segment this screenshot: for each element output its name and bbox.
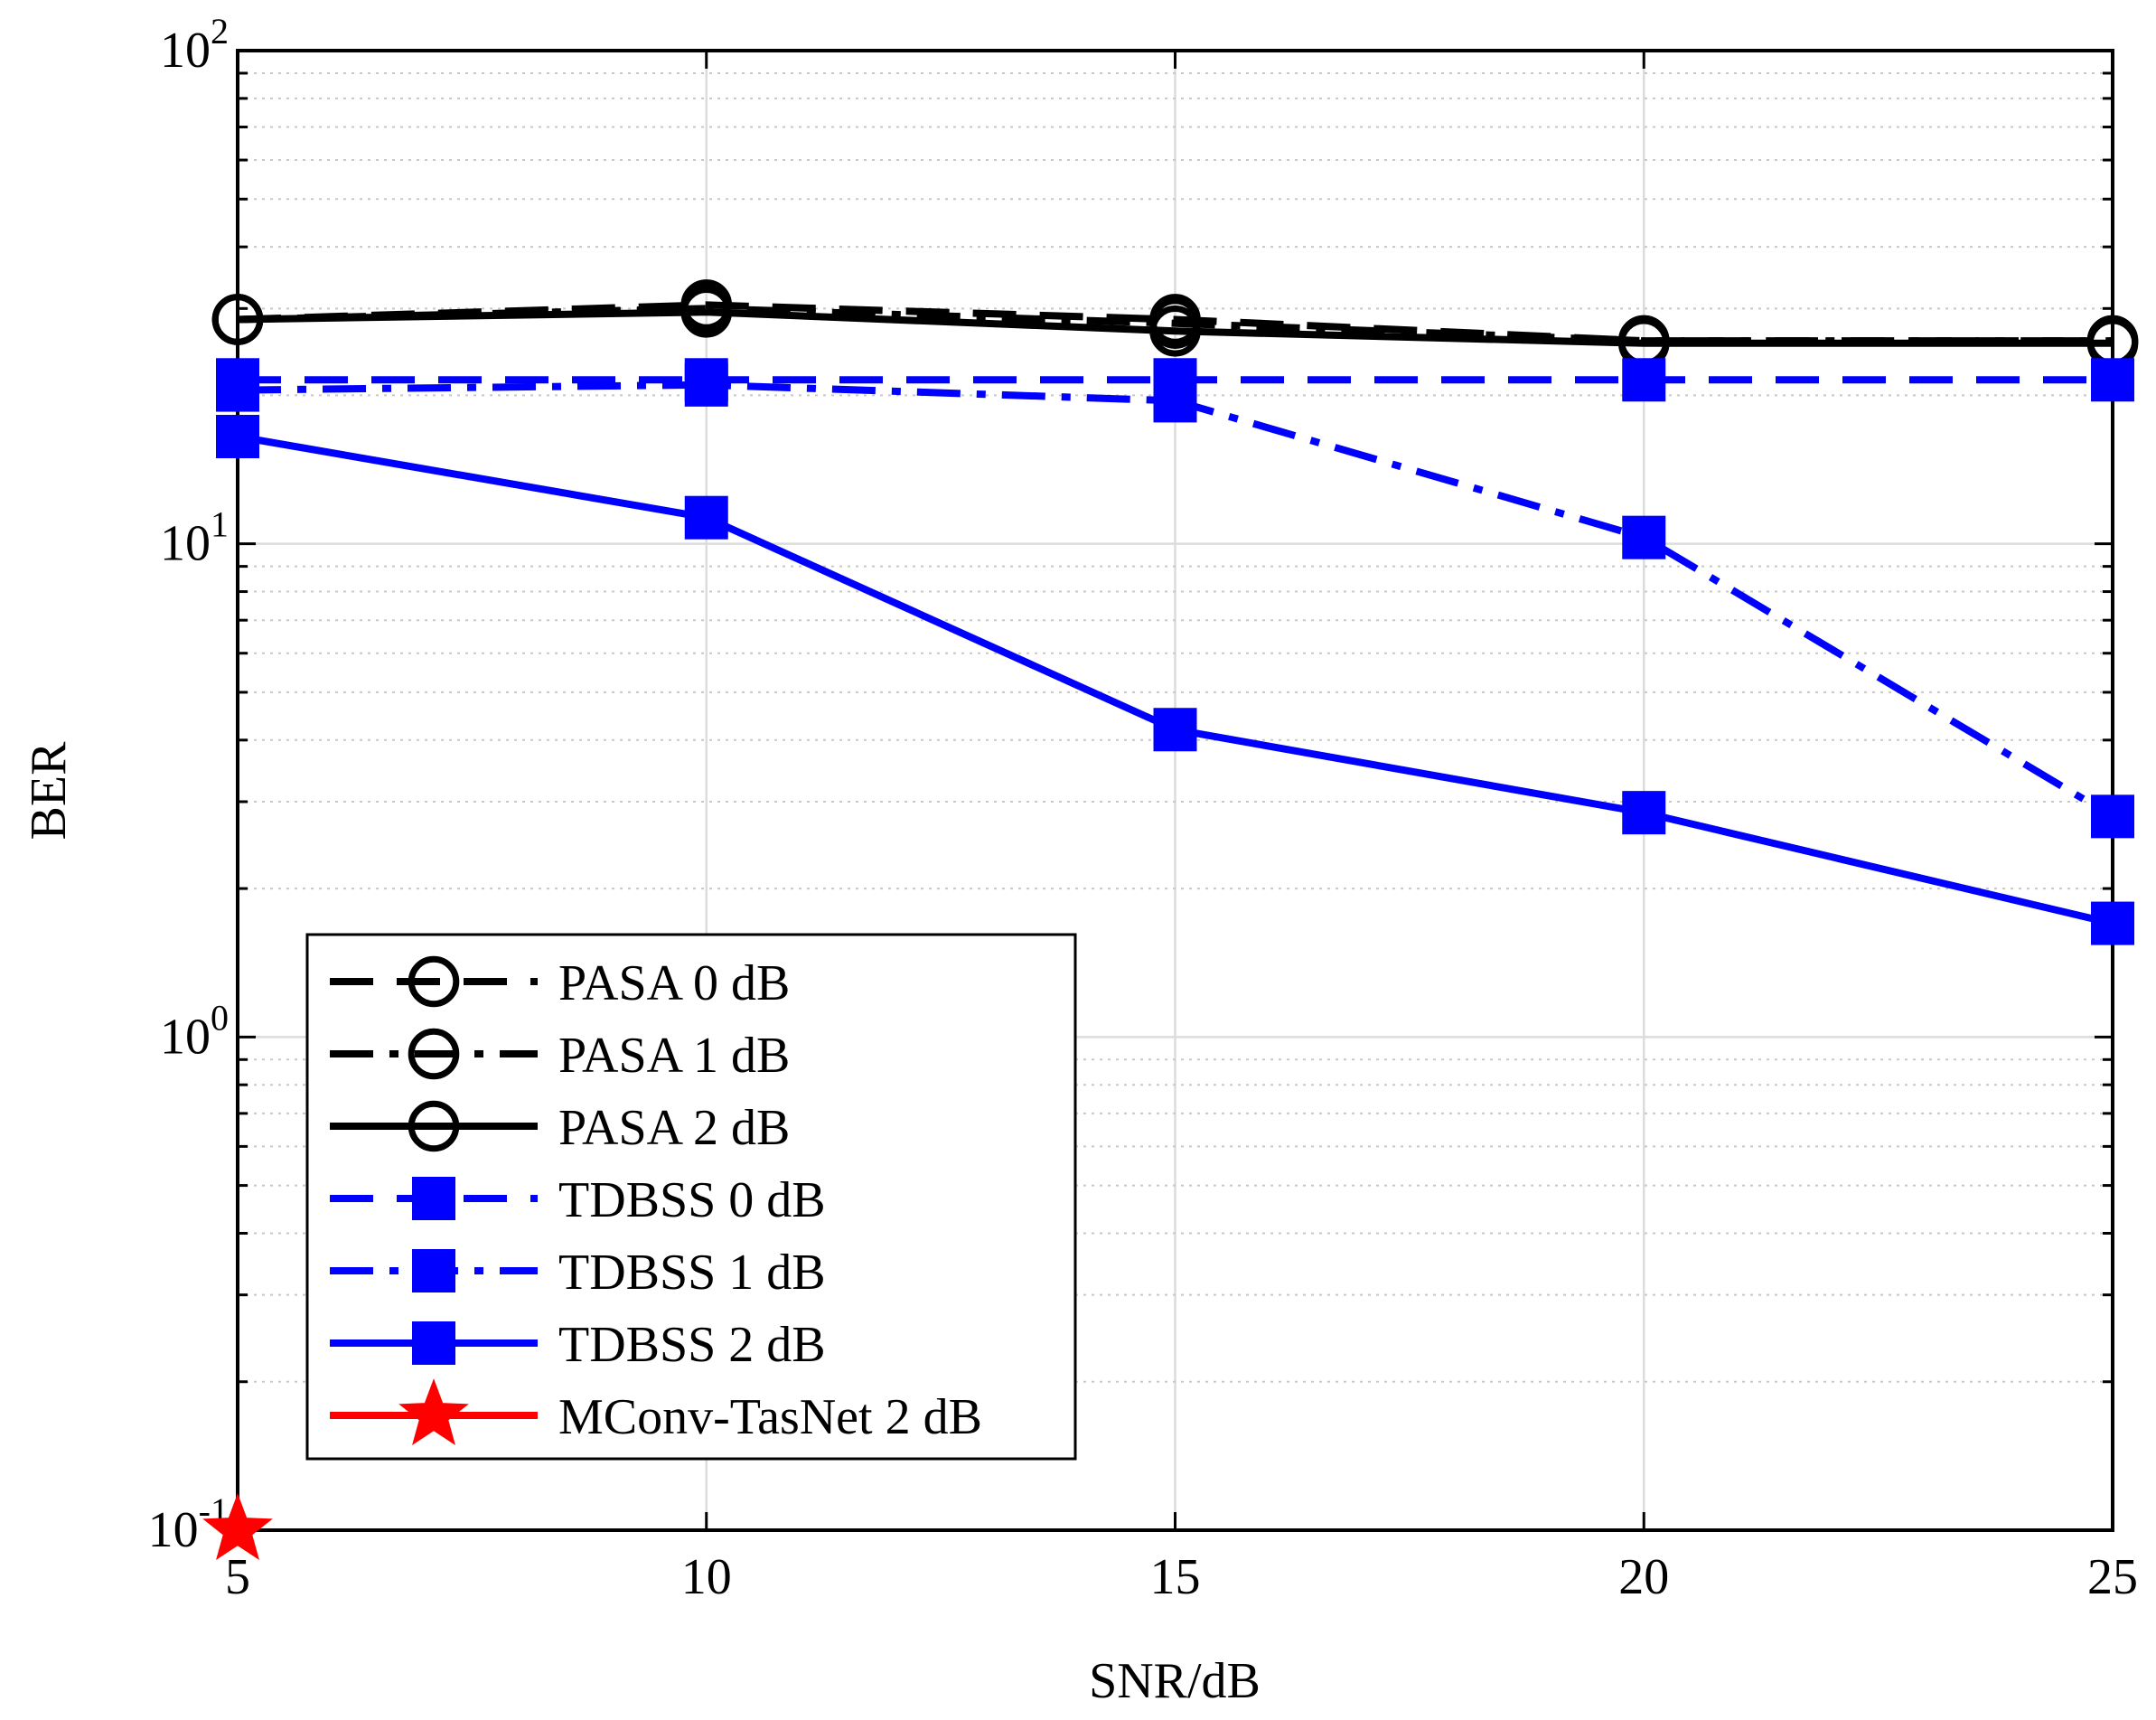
legend-item: MConv-TasNet 2 dB <box>330 1378 982 1445</box>
data-point-circle <box>1149 305 1201 357</box>
y-tick-label-base: 10 <box>160 1009 211 1065</box>
data-point-square <box>216 368 259 412</box>
legend-item: PASA 2 dB <box>330 1100 790 1156</box>
legend-item: PASA 1 dB <box>330 1028 790 1084</box>
legend: PASA 0 dB PASA 1 dB PASA 2 dB TDBSS 0 dB TDB… <box>305 933 1077 1461</box>
legend-item: PASA 0 dB <box>330 955 790 1011</box>
data-point-square <box>412 1249 455 1292</box>
x-tick-label: 20 <box>1618 1549 1669 1605</box>
x-tick-label: 10 <box>681 1549 732 1605</box>
x-axis-label: SNR/dB <box>1089 1653 1261 1709</box>
series-mconv-tasnet-2-db <box>202 1493 273 1560</box>
data-point-square <box>216 414 259 458</box>
legend-item: TDBSS 0 dB <box>330 1172 826 1228</box>
y-tick-label: 102 <box>160 11 229 79</box>
data-point-star <box>398 1378 469 1445</box>
series-tdbss-2-db <box>216 414 2134 945</box>
data-point-circle <box>408 1100 460 1152</box>
data-point-square <box>1153 379 1197 423</box>
data-point-square <box>1622 358 1666 402</box>
data-point-square <box>1153 708 1197 752</box>
data-point-star <box>202 1493 273 1560</box>
series-tdbss-1-db <box>216 362 2134 839</box>
data-point-circle <box>211 294 264 345</box>
y-tick-label-exponent: 1 <box>211 504 229 545</box>
data-point-square <box>684 495 728 540</box>
data-point-square <box>412 1321 455 1365</box>
legend-label: PASA 0 dB <box>558 955 790 1011</box>
legend-item: TDBSS 2 dB <box>330 1317 826 1373</box>
legend-item: TDBSS 1 dB <box>330 1245 826 1301</box>
legend-label: MConv-TasNet 2 dB <box>558 1389 982 1445</box>
data-point-circle <box>408 1028 460 1080</box>
y-tick-label-exponent: 2 <box>211 11 229 52</box>
legend-label: TDBSS 0 dB <box>558 1172 826 1228</box>
y-tick-label-base: 10 <box>160 516 211 572</box>
y-tick-label-base: 10 <box>148 1502 199 1558</box>
data-point-square <box>412 1177 455 1220</box>
y-tick-label-base: 10 <box>160 23 211 79</box>
data-point-square <box>2091 794 2134 839</box>
x-tick-label: 15 <box>1150 1549 1201 1605</box>
legend-label: PASA 2 dB <box>558 1100 790 1156</box>
data-point-square <box>684 362 728 407</box>
data-point-square <box>1622 791 1666 835</box>
legend-label: TDBSS 1 dB <box>558 1245 826 1301</box>
series-group <box>202 279 2139 1560</box>
data-point-square <box>2091 901 2134 945</box>
x-tick-label: 5 <box>225 1549 250 1605</box>
data-point-square <box>2091 358 2134 402</box>
y-tick-label-exponent: 0 <box>211 997 229 1038</box>
data-point-square <box>1622 515 1666 559</box>
y-tick-label: 100 <box>160 997 229 1065</box>
y-axis-label: BER <box>21 741 77 841</box>
legend-label: TDBSS 2 dB <box>558 1317 826 1373</box>
x-tick-label: 25 <box>2087 1549 2138 1605</box>
y-tick-label: 101 <box>160 504 229 572</box>
data-point-circle <box>408 955 460 1008</box>
series-line <box>237 308 2113 347</box>
legend-label: PASA 1 dB <box>558 1028 790 1084</box>
data-point-circle <box>680 287 733 338</box>
